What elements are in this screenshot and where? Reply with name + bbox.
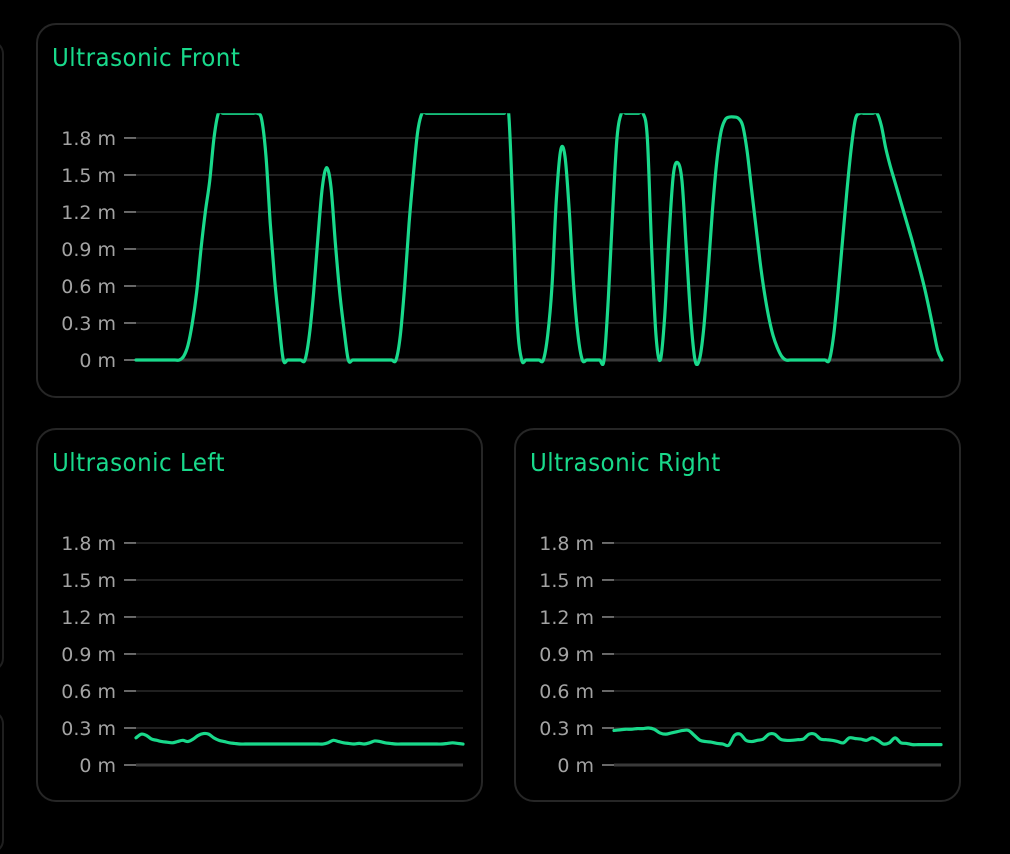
y-tick-label: 0.3 m [539,718,594,740]
y-tick-label: 0.9 m [61,644,116,666]
y-tick-label: 1.2 m [539,607,594,629]
y-tick-label: 1.2 m [61,607,116,629]
series-line [134,731,465,746]
y-tick-label: 1.8 m [539,533,594,555]
y-tick-label: 1.5 m [539,570,594,592]
ultrasonic-front-title: Ultrasonic Front [52,43,241,72]
y-tick-label: 0.6 m [61,681,116,703]
y-tick-label: 1.8 m [61,533,116,555]
y-tick-label: 0.6 m [61,276,116,298]
y-tick-label: 0.9 m [539,644,594,666]
ultrasonic-right-panel: Ultrasonic Right [514,428,961,802]
ultrasonic-left-chart: 0 m 0.3 m 0.6 m 0.9 m 1.2 m 1.5 m 1.8 m [61,533,465,777]
y-tick-label: 1.2 m [61,202,116,224]
ultrasonic-left-panel: Ultrasonic Left [36,428,483,802]
y-tick-label: 0.3 m [61,718,116,740]
y-tick-label: 1.5 m [61,570,116,592]
ultrasonic-right-title: Ultrasonic Right [530,448,721,477]
series-line [134,113,944,366]
y-tick-label: 0.9 m [61,239,116,261]
ultrasonic-left-title: Ultrasonic Left [52,448,225,477]
y-tick-label: 1.5 m [61,165,116,187]
ultrasonic-right-chart: 0 m 0.3 m 0.6 m 0.9 m 1.2 m 1.5 m 1.8 m [539,533,943,777]
y-tick-label: 0 m [79,350,116,372]
y-tick-label: 0 m [557,755,594,777]
y-tick-label: 0 m [79,755,116,777]
y-tick-label: 1.8 m [61,128,116,150]
y-tick-label: 0.3 m [61,313,116,335]
y-tick-label: 0.6 m [539,681,594,703]
ultrasonic-front-chart: 0 m 0.3 m 0.6 m 0.9 m 1.2 m 1.5 m 1.8 m [61,113,944,372]
series-line [612,726,943,748]
